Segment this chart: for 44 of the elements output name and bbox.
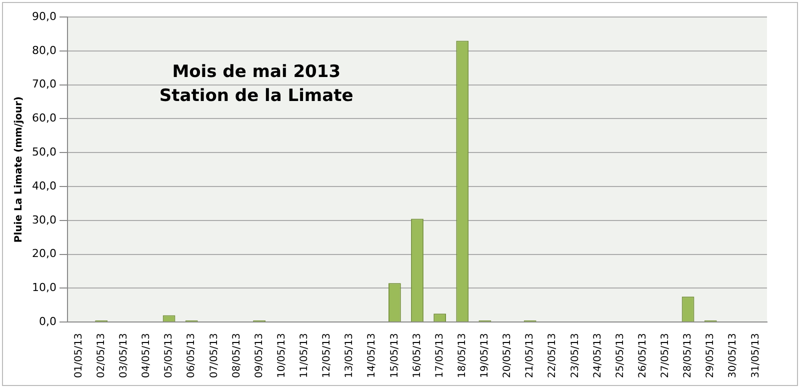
x-tick-label: 14/05/13: [366, 333, 378, 378]
y-tick-label: 90,0: [32, 10, 56, 23]
x-tick-label: 16/05/13: [412, 333, 423, 378]
x-tick-label: 11/05/13: [299, 333, 310, 378]
x-tick-label: 26/05/13: [637, 333, 648, 378]
y-tick-label: 10,0: [32, 281, 56, 294]
y-tick-label: 30,0: [32, 213, 56, 226]
x-tick-label: 18/05/13: [456, 333, 468, 378]
y-tick-label: 50,0: [32, 145, 56, 158]
x-tick-label: 20/05/13: [502, 333, 514, 378]
text: Mois de mai 2013: [172, 62, 341, 82]
text: Station de la Limate: [159, 86, 354, 106]
x-tick-label: 08/05/13: [231, 333, 242, 378]
y-tick-label: 20,0: [32, 247, 56, 260]
x-tick-label: 24/05/13: [592, 333, 604, 378]
x-tick-label: 28/05/13: [682, 333, 694, 378]
x-tick-label: 31/05/13: [750, 333, 762, 378]
x-tick-label: 04/05/13: [141, 333, 152, 378]
x-tick-label: 05/05/13: [164, 333, 175, 378]
x-tick-label: 07/05/13: [208, 333, 220, 378]
x-tick-label: 06/05/13: [186, 333, 198, 378]
x-tick-label: 30/05/13: [728, 333, 739, 378]
x-tick-label: 01/05/13: [73, 333, 84, 378]
x-tick-label: 15/05/13: [389, 333, 400, 378]
y-axis-title: Pluie La Limate (mm/jour): [14, 96, 25, 243]
y-tick-label: 40,0: [32, 179, 56, 192]
x-tick-label: 27/05/13: [660, 333, 672, 378]
x-tick-label: 12/05/13: [322, 333, 333, 378]
x-tick-label: 13/05/13: [344, 333, 356, 378]
x-tick-label: 19/05/13: [480, 333, 491, 378]
x-tick-label: 17/05/13: [434, 333, 446, 378]
x-tick-label: 22/05/13: [547, 333, 558, 378]
y-tick-label: 60,0: [32, 112, 56, 125]
x-tick-label: 10/05/13: [276, 333, 288, 378]
x-tick-label: 03/05/13: [118, 333, 130, 378]
y-tick-label: 0,0: [38, 314, 56, 328]
y-tick-label: 80,0: [32, 44, 56, 57]
x-tick-label: 21/05/13: [524, 333, 536, 378]
x-tick-label: 09/05/13: [254, 333, 265, 378]
y-tick-label: 70,0: [32, 78, 56, 91]
x-tick-label: 25/05/13: [614, 333, 626, 378]
x-tick-label: 23/05/13: [570, 333, 581, 378]
x-tick-label: 29/05/13: [705, 333, 716, 378]
x-tick-label: 02/05/13: [96, 333, 107, 378]
